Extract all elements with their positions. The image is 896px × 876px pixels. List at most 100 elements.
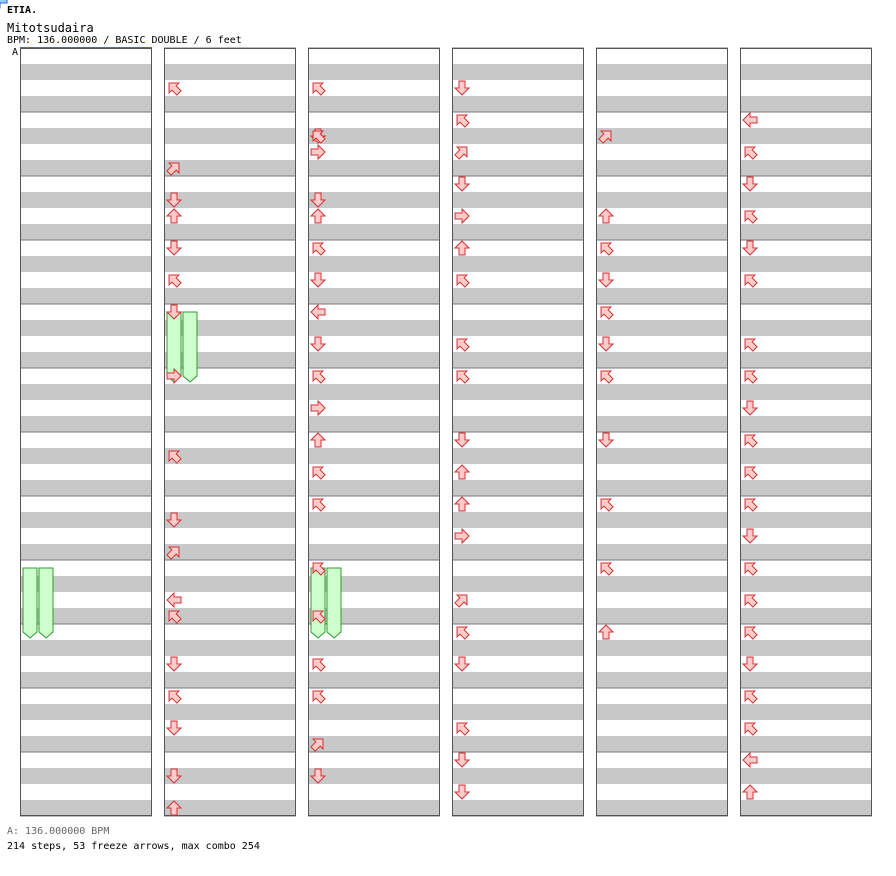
- step-arrow: [453, 240, 471, 256]
- stripe: [20, 288, 152, 304]
- stripe: [20, 80, 152, 96]
- step-arrow: [453, 656, 471, 672]
- stripe: [308, 48, 440, 64]
- stripe: [596, 80, 728, 96]
- stripe: [452, 416, 584, 432]
- stripe: [596, 352, 728, 368]
- stripe: [20, 544, 152, 560]
- stripe: [20, 704, 152, 720]
- step-arrow: [312, 610, 326, 624]
- step-arrow: [600, 562, 614, 576]
- chart-column-3: [308, 48, 440, 816]
- stripe: [740, 48, 872, 64]
- stripe: [596, 288, 728, 304]
- step-arrow: [312, 82, 326, 96]
- step-arrow: [742, 751, 758, 769]
- stripe: [20, 128, 152, 144]
- stripe: [308, 96, 440, 112]
- step-arrow: [741, 656, 759, 672]
- step-arrow: [453, 432, 471, 448]
- stripe: [308, 480, 440, 496]
- stripe: [164, 288, 296, 304]
- stripe: [308, 736, 440, 752]
- stripe: [20, 768, 152, 784]
- step-arrow: [597, 432, 615, 448]
- stripe: [308, 320, 440, 336]
- step-arrow: [600, 242, 614, 256]
- stripe: [452, 720, 584, 736]
- stripe: [164, 432, 296, 448]
- stripe: [308, 432, 440, 448]
- step-arrow: [165, 768, 183, 784]
- stripe: [20, 656, 152, 672]
- step-arrow: [165, 192, 183, 208]
- stripe: [596, 400, 728, 416]
- step-arrow: [741, 528, 759, 544]
- stripe: [20, 336, 152, 352]
- stripe: [20, 688, 152, 704]
- stripe: [596, 672, 728, 688]
- stripe: [740, 704, 872, 720]
- stripe: [452, 528, 584, 544]
- stripe: [20, 272, 152, 288]
- step-arrow: [744, 274, 758, 288]
- step-arrow: [744, 146, 758, 160]
- stripe: [308, 208, 440, 224]
- stripe: [164, 176, 296, 192]
- stripe: [740, 448, 872, 464]
- stripe: [452, 496, 584, 512]
- stripe: [452, 320, 584, 336]
- stripe: [164, 592, 296, 608]
- stripe: [740, 160, 872, 176]
- stripe: [740, 80, 872, 96]
- stripe: [596, 208, 728, 224]
- step-arrow: [744, 466, 758, 480]
- step-arrow: [165, 240, 183, 256]
- stripe: [596, 416, 728, 432]
- stripe: [452, 48, 584, 64]
- stripe: [308, 656, 440, 672]
- stripe: [596, 624, 728, 640]
- stripe: [164, 560, 296, 576]
- step-arrow: [312, 130, 326, 144]
- step-arrow: [744, 690, 758, 704]
- stripe: [164, 800, 296, 816]
- step-arrow: [309, 768, 327, 784]
- step-arrow: [741, 400, 759, 416]
- stripe: [596, 160, 728, 176]
- stripe: [452, 432, 584, 448]
- stripe: [20, 240, 152, 256]
- stripe: [740, 416, 872, 432]
- stripe: [740, 464, 872, 480]
- step-arrow: [600, 306, 614, 320]
- stripe: [164, 64, 296, 80]
- step-arrow: [744, 722, 758, 736]
- stripe: [20, 160, 152, 176]
- stripe: [452, 576, 584, 592]
- stripe: [452, 256, 584, 272]
- step-arrow: [165, 800, 183, 816]
- chart-column-1: [20, 48, 152, 816]
- step-arrow: [166, 591, 182, 609]
- stripe: [452, 704, 584, 720]
- stripe: [20, 512, 152, 528]
- step-arrow: [309, 208, 327, 224]
- stripe: [164, 480, 296, 496]
- stripe: [596, 704, 728, 720]
- stripe: [740, 96, 872, 112]
- stripe: [740, 528, 872, 544]
- stripe: [20, 96, 152, 112]
- stripe: [20, 432, 152, 448]
- step-arrow: [168, 690, 182, 704]
- step-arrow: [454, 527, 470, 545]
- stripe: [452, 272, 584, 288]
- stripe: [308, 192, 440, 208]
- step-arrow: [312, 658, 326, 672]
- stripe: [164, 128, 296, 144]
- stripe: [308, 512, 440, 528]
- stripe: [596, 656, 728, 672]
- step-arrow: [456, 626, 470, 640]
- stripe: [740, 480, 872, 496]
- stripe: [596, 736, 728, 752]
